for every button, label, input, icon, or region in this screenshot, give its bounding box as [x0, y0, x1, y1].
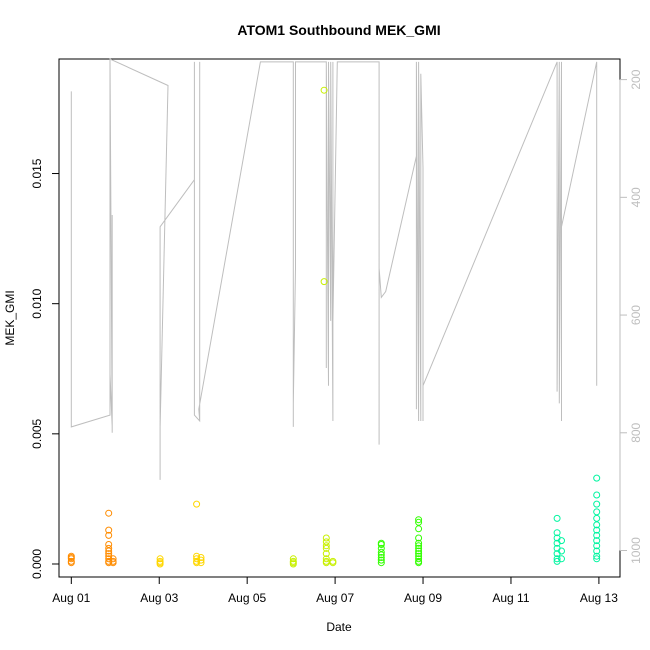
x-tick-label: Aug 07: [316, 591, 354, 605]
y-axis-label: MEK_GMI: [3, 290, 17, 345]
chart-title: ATOM1 Southbound MEK_GMI: [237, 22, 440, 38]
data-point: [67, 554, 75, 561]
data-point: [553, 529, 561, 537]
data-point: [553, 555, 561, 563]
plot-frame: [58, 58, 621, 578]
y2-tick-label: 800: [629, 422, 643, 442]
x-tick-label: Aug 13: [580, 591, 618, 605]
data-point: [415, 547, 423, 555]
data-point: [593, 526, 601, 534]
data-point: [593, 514, 601, 522]
data-point: [415, 534, 423, 542]
data-point: [320, 278, 328, 286]
data-point: [322, 534, 330, 542]
y2-tick-label: 400: [629, 187, 643, 207]
y-tick-label: 0.015: [30, 158, 44, 188]
data-point: [558, 555, 565, 563]
data-point: [322, 550, 330, 558]
data-point: [105, 559, 113, 567]
data-point: [415, 559, 423, 567]
data-point: [289, 555, 297, 563]
data-point: [322, 559, 330, 567]
data-point: [322, 544, 330, 552]
data-point: [109, 559, 117, 567]
data-point: [329, 559, 337, 567]
x-tick-label: Aug 11: [492, 591, 529, 605]
data-point: [593, 542, 601, 550]
x-tick-label: Aug 09: [404, 591, 442, 605]
overlay-series-line: [70, 58, 598, 480]
x-axis: Aug 01 Aug 03 Aug 05 Aug 07 Aug 09 Aug 11 Aug …: [52, 576, 618, 605]
overlay-line-group: [70, 58, 598, 480]
y-tick-label: 0.010: [30, 288, 44, 318]
data-point: [593, 521, 601, 529]
points-group: [67, 86, 601, 568]
y2-axis: 200 400 600 800 1000: [619, 69, 643, 564]
y-tick-label: 0.005: [30, 418, 44, 448]
data-point: [320, 86, 328, 94]
data-point: [593, 474, 601, 482]
data-point: [593, 547, 601, 555]
data-point: [105, 547, 113, 555]
data-point: [322, 555, 330, 563]
data-point: [193, 500, 201, 508]
x-tick-label: Aug 05: [228, 591, 266, 605]
y2-tick-label: 600: [629, 305, 643, 325]
y-axis: 0.000 0.005 0.010 0.015: [30, 158, 60, 579]
data-point: [197, 559, 205, 567]
data-point: [415, 516, 423, 524]
data-point: [193, 555, 201, 563]
data-point: [377, 541, 385, 548]
data-point: [289, 560, 297, 568]
data-point: [593, 537, 601, 545]
data-point: [558, 537, 565, 545]
x-tick-label: Aug 03: [140, 591, 178, 605]
data-point: [156, 560, 164, 568]
data-point: [105, 531, 113, 539]
data-point: [377, 554, 385, 561]
data-point: [105, 544, 113, 552]
data-point: [377, 551, 385, 559]
data-point: [593, 552, 601, 560]
data-point: [197, 556, 205, 564]
data-point: [415, 525, 423, 533]
data-point: [593, 531, 601, 539]
data-point: [415, 555, 423, 563]
data-point: [593, 500, 601, 508]
data-point: [156, 555, 164, 563]
x-axis-label: Date: [326, 620, 352, 634]
data-point: [105, 509, 113, 517]
data-point: [415, 539, 423, 547]
data-point: [197, 554, 205, 561]
data-point: [593, 491, 601, 499]
data-point: [593, 555, 601, 563]
data-point: [105, 550, 113, 558]
data-point: [109, 555, 117, 563]
data-point: [377, 559, 385, 567]
data-point: [415, 542, 423, 550]
data-point: [415, 550, 423, 558]
y-tick-label: 0.000: [30, 549, 44, 579]
data-point: [415, 544, 423, 552]
x-tick-label: Aug 01: [52, 591, 90, 605]
y2-tick-label: 200: [629, 69, 643, 89]
data-point: [105, 526, 113, 534]
data-point: [377, 548, 385, 556]
data-point: [377, 556, 385, 564]
data-point: [593, 508, 601, 516]
data-point: [553, 514, 561, 522]
y2-tick-label: 1000: [629, 537, 643, 564]
data-point: [67, 559, 75, 567]
data-point: [322, 542, 330, 550]
data-point: [558, 547, 565, 555]
